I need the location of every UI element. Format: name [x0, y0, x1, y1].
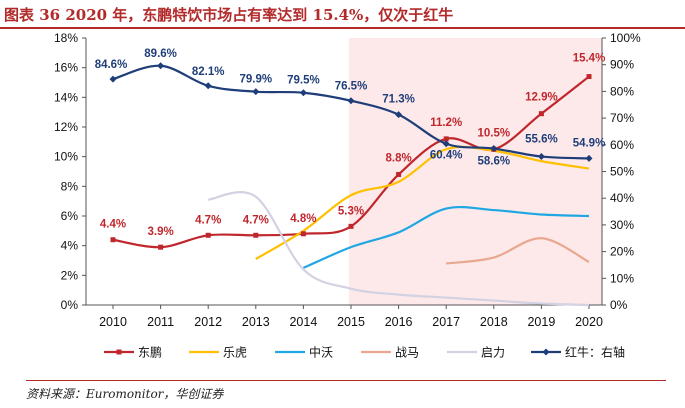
- point-dongpeng: [538, 111, 544, 117]
- data-label-redbull: 79.9%: [239, 74, 272, 86]
- source-note: 资料来源：Euromonitor，华创证券: [26, 387, 224, 401]
- x-tick-label: 2011: [147, 315, 174, 329]
- legend-label-zhongwo: 中沃: [309, 345, 333, 360]
- x-tick-label: 2010: [99, 315, 127, 329]
- title-bar: 图表 36 2020 年，东鹏特饮市场占有率达到 15.4%，仅次于红牛: [0, 0, 685, 30]
- right-tick-label: 20%: [610, 245, 634, 259]
- data-label-dongpeng: 4.7%: [243, 214, 269, 226]
- right-tick-label: 80%: [610, 84, 634, 98]
- left-tick-label: 6%: [61, 209, 79, 223]
- point-dongpeng: [396, 171, 402, 177]
- data-label-redbull: 60.4%: [430, 150, 463, 162]
- right-tick-label: 10%: [610, 271, 634, 285]
- line-zhongwo: [302, 206, 590, 269]
- data-label-dongpeng: 3.9%: [147, 226, 173, 238]
- point-dongpeng: [586, 74, 592, 80]
- line-qili: [208, 191, 590, 307]
- legend-label-qili: 启力: [481, 346, 505, 360]
- line-zhanma: [446, 237, 590, 265]
- data-label-dongpeng: 5.3%: [338, 205, 364, 217]
- data-label-redbull: 58.6%: [477, 156, 510, 168]
- legend-label-lehu: 乐虎: [223, 346, 247, 360]
- data-label-redbull: 55.6%: [525, 134, 558, 146]
- point-dongpeng: [253, 232, 259, 238]
- data-label-redbull: 76.5%: [335, 81, 368, 93]
- legend-marker-dongpeng: [116, 349, 122, 355]
- data-label-dongpeng: 4.7%: [195, 214, 221, 226]
- data-label-dongpeng: 4.4%: [100, 219, 126, 231]
- point-redbull: [585, 154, 593, 162]
- point-redbull: [204, 82, 212, 90]
- point-redbull: [347, 97, 355, 105]
- left-tick-label: 12%: [54, 120, 78, 134]
- x-tick-label: 2016: [385, 315, 413, 329]
- point-redbull: [490, 145, 498, 153]
- left-tick-label: 8%: [61, 179, 79, 193]
- point-redbull: [157, 62, 165, 70]
- data-label-redbull: 71.3%: [382, 94, 415, 106]
- left-tick-label: 16%: [54, 61, 78, 75]
- legend-label-redbull: 红牛：右轴: [565, 345, 625, 360]
- point-redbull: [537, 153, 545, 161]
- left-tick-label: 2%: [61, 268, 79, 282]
- right-tick-label: 100%: [610, 31, 641, 45]
- x-tick-label: 2017: [432, 315, 460, 329]
- point-redbull: [109, 75, 117, 83]
- point-dongpeng: [348, 223, 354, 229]
- data-label-redbull: 84.6%: [95, 59, 128, 71]
- point-redbull: [395, 111, 403, 119]
- right-tick-label: 50%: [610, 165, 634, 179]
- x-tick-label: 2014: [289, 315, 317, 329]
- point-dongpeng: [205, 232, 211, 238]
- right-tick-label: 30%: [610, 218, 634, 232]
- x-tick-label: 2015: [337, 315, 365, 329]
- data-label-dongpeng: 10.5%: [477, 127, 510, 139]
- x-tick-label: 2020: [575, 315, 603, 329]
- shaded-region: [349, 38, 602, 305]
- data-label-redbull: 82.1%: [192, 66, 225, 78]
- x-tick-label: 2013: [242, 315, 270, 329]
- x-tick-label: 2019: [527, 315, 555, 329]
- data-label-dongpeng: 15.4%: [573, 53, 606, 65]
- point-redbull: [252, 88, 260, 96]
- legend-label-dongpeng: 东鹏: [138, 346, 162, 360]
- right-tick-label: 70%: [610, 111, 634, 125]
- point-dongpeng: [443, 136, 449, 142]
- data-label-redbull: 79.5%: [287, 75, 320, 87]
- left-tick-label: 0%: [61, 298, 79, 312]
- left-tick-label: 14%: [54, 90, 78, 104]
- point-dongpeng: [158, 244, 164, 250]
- legend-marker-redbull: [542, 348, 550, 356]
- point-redbull: [442, 140, 450, 148]
- right-tick-label: 60%: [610, 138, 634, 152]
- data-label-dongpeng: 12.9%: [525, 92, 558, 104]
- data-label-redbull: 89.6%: [144, 48, 177, 60]
- right-tick-label: 90%: [610, 58, 634, 72]
- left-tick-label: 18%: [54, 31, 78, 45]
- title-underline: [0, 27, 685, 29]
- left-tick-label: 10%: [54, 150, 78, 164]
- line-lehu: [255, 145, 590, 260]
- source-divider: [26, 380, 666, 381]
- legend-label-zhanma: 战马: [395, 346, 419, 360]
- figure-title: 图表 36 2020 年，东鹏特饮市场占有率达到 15.4%，仅次于红牛: [4, 6, 454, 24]
- data-label-dongpeng: 8.8%: [385, 152, 411, 164]
- data-label-dongpeng: 11.2%: [430, 117, 462, 129]
- right-tick-label: 0%: [610, 298, 628, 312]
- market-share-chart: 0% 2% 4% 6% 8% 10% 12% 14% 16% 18% 0% 10% 20% 30% 40% 5…: [54, 31, 641, 360]
- x-tick-label: 2018: [480, 315, 508, 329]
- point-redbull: [299, 89, 307, 97]
- x-tick-label: 2012: [194, 315, 222, 329]
- left-tick-label: 4%: [61, 239, 79, 253]
- point-dongpeng: [110, 237, 116, 243]
- data-label-dongpeng: 4.8%: [290, 213, 316, 225]
- point-dongpeng: [300, 231, 306, 237]
- data-label-redbull: 54.9%: [573, 137, 606, 149]
- right-tick-label: 40%: [610, 191, 634, 205]
